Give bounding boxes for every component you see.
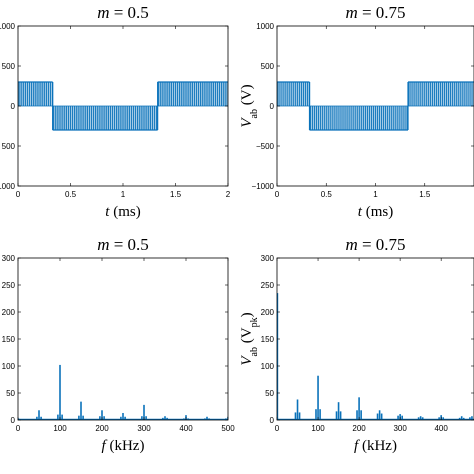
x-tick-label: 400 — [434, 424, 448, 433]
x-tick-label: 300 — [393, 424, 407, 433]
x-axis-label: f (kHz) — [102, 438, 145, 454]
chart-panel-3: m = 0.75 0 100 200 300 400 0 50 100 150 200 250 300 f… — [239, 235, 474, 454]
plot-frame — [276, 257, 474, 421]
y-tick-label: 500 — [2, 142, 16, 151]
y-tick-label: 200 — [261, 308, 275, 317]
y-tick-label: 300 — [261, 254, 275, 263]
label-part: ab — [249, 347, 260, 356]
plot-area — [18, 364, 228, 420]
label-part: (ms) — [362, 204, 393, 220]
x-tick-label: 1 — [121, 190, 126, 199]
x-tick-label: 0.5 — [321, 190, 333, 199]
x-tick-label: 0 — [275, 424, 280, 433]
label-part: (kHz) — [358, 438, 397, 454]
chart-panel-1: m = 0.75 0 0.5 1 1.5 −1000 −500 0 500 1000 t (ms) V… — [239, 3, 474, 220]
y-tick-label: 0 — [11, 102, 16, 111]
label-part: f — [102, 438, 108, 454]
label-part: (V — [239, 327, 255, 347]
label-part: t — [358, 204, 363, 220]
y-tick-label: 1000 — [256, 22, 274, 31]
y-tick-label: 150 — [261, 335, 275, 344]
x-tick-label: 0 — [16, 424, 21, 433]
y-tick-label: 500 — [261, 62, 275, 71]
plot-area — [18, 81, 228, 131]
y-axis-label: Vab (V) — [239, 84, 260, 127]
y-tick-label: 100 — [2, 362, 16, 371]
y-tick-label: 100 — [261, 362, 275, 371]
label-part: f — [354, 438, 360, 454]
y-tick-label: 1000 — [0, 22, 16, 31]
label-part: m — [345, 235, 357, 254]
plot-area — [277, 81, 474, 131]
label-part: m — [97, 235, 109, 254]
label-part: V — [239, 117, 255, 128]
chart-title: m = 0.5 — [97, 3, 149, 22]
x-tick-label: 2 — [226, 190, 231, 199]
label-part: t — [105, 204, 110, 220]
x-axis-label: f (kHz) — [354, 438, 397, 454]
y-tick-label: 500 — [2, 62, 16, 71]
chart-title: m = 0.75 — [345, 3, 405, 22]
y-tick-label: 300 — [2, 254, 16, 263]
x-tick-label: 0.5 — [65, 190, 77, 199]
label-part: V — [239, 355, 255, 366]
x-tick-label: 100 — [311, 424, 325, 433]
x-tick-label: 100 — [53, 424, 67, 433]
plot-area — [277, 293, 474, 420]
y-tick-label: 50 — [6, 389, 15, 398]
y-tick-label: 250 — [2, 281, 16, 290]
label-part: (kHz) — [106, 438, 145, 454]
label-part: = 0.5 — [109, 3, 148, 22]
label-part: pk — [249, 317, 260, 327]
x-tick-label: 0 — [275, 190, 280, 199]
x-tick-label: 500 — [221, 424, 235, 433]
x-tick-label: 1 — [373, 190, 378, 199]
chart-title: m = 0.5 — [97, 235, 149, 254]
y-tick-label: 1000 — [0, 182, 16, 191]
chart-title: m = 0.75 — [345, 235, 405, 254]
y-tick-label: 250 — [261, 281, 275, 290]
label-part: ab — [249, 109, 260, 118]
y-tick-label: 0 — [11, 416, 16, 425]
x-axis-label: t (ms) — [358, 204, 393, 220]
chart-panel-0: m = 0.5 0 0.5 1 1.5 2 1000 500 0 500 1000 t (ms) — [0, 3, 231, 220]
x-tick-label: 200 — [95, 424, 109, 433]
plot-frame — [17, 257, 229, 421]
y-tick-label: 0 — [270, 416, 275, 425]
label-part: = 0.75 — [358, 3, 406, 22]
waveform-segment-0 — [277, 82, 310, 106]
y-tick-label: 150 — [2, 335, 16, 344]
x-tick-label: 400 — [179, 424, 193, 433]
label-part: (ms) — [109, 204, 140, 220]
label-part: ) — [239, 312, 255, 317]
label-part: (V) — [239, 84, 255, 109]
label-part: = 0.75 — [358, 235, 406, 254]
label-part: = 0.5 — [109, 235, 148, 254]
waveform-segment-0 — [18, 82, 53, 106]
y-axis-label: Vab (Vpk) — [239, 312, 260, 365]
label-part: m — [97, 3, 109, 22]
x-tick-label: 200 — [352, 424, 366, 433]
y-tick-label: 200 — [2, 308, 16, 317]
y-tick-label: 50 — [265, 389, 274, 398]
y-tick-label: 0 — [270, 102, 275, 111]
x-tick-label: 1.5 — [170, 190, 182, 199]
chart-panel-2: m = 0.5 0 100 200 300 400 500 0 50 100 150 200 250 30… — [2, 235, 236, 454]
x-tick-label: 1.5 — [419, 190, 431, 199]
label-part: m — [345, 3, 357, 22]
x-axis-label: t (ms) — [105, 204, 140, 220]
x-tick-label: 0 — [16, 190, 21, 199]
y-tick-label: −1000 — [252, 182, 275, 191]
y-tick-label: −500 — [256, 142, 275, 151]
x-tick-label: 300 — [137, 424, 151, 433]
